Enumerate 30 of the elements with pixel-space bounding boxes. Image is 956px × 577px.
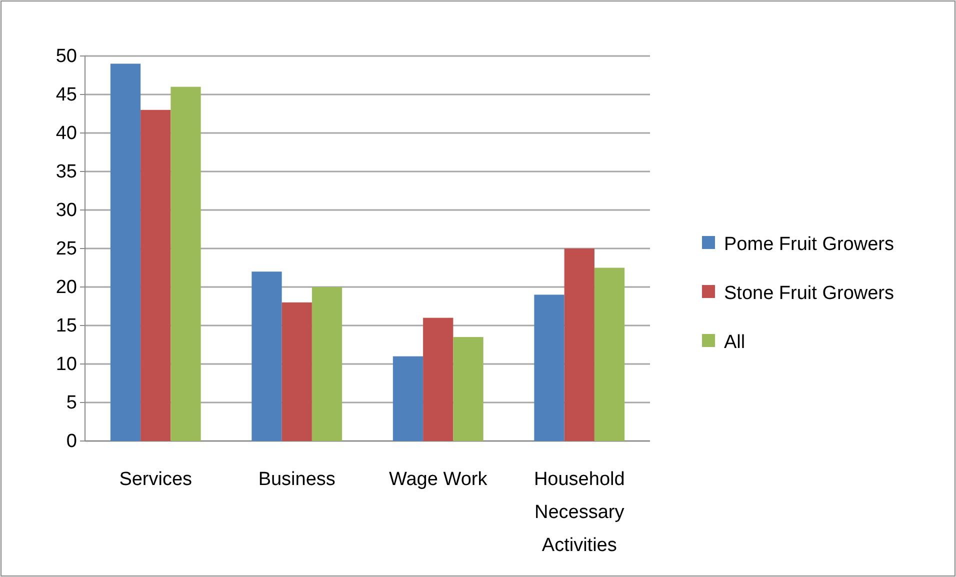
bar (110, 64, 141, 441)
y-tick-label: 15 (56, 316, 77, 337)
bar (170, 86, 201, 441)
y-tick-label: 50 (56, 46, 77, 68)
y-tick-label: 35 (56, 162, 77, 183)
legend-label: Pome Fruit Growers (724, 234, 894, 255)
y-tick-label: 20 (56, 277, 77, 298)
legend-label: All (724, 332, 746, 353)
bar (564, 248, 594, 441)
y-tick-label: 5 (66, 392, 77, 414)
bar (594, 268, 625, 441)
x-tick-label: Household Necessary Activities (534, 469, 625, 556)
bar (282, 302, 312, 441)
y-tick-label: 10 (56, 354, 77, 376)
x-tick-label: Services (119, 469, 192, 490)
x-tick-label: Wage Work (389, 469, 488, 490)
y-tick-label: 45 (56, 84, 77, 106)
y-tick-label: 0 (66, 431, 77, 452)
bar (252, 272, 282, 441)
bar (312, 287, 342, 441)
bar (140, 110, 171, 441)
bar (423, 318, 454, 441)
x-tick-label: Business (258, 469, 336, 490)
bar (534, 294, 564, 441)
y-tick-label: 30 (56, 200, 77, 222)
y-tick-label: 40 (56, 123, 77, 144)
legend-label: Stone Fruit Growers (724, 283, 894, 304)
y-tick-label: 25 (56, 238, 77, 260)
bar (453, 337, 484, 441)
bar (392, 356, 424, 441)
